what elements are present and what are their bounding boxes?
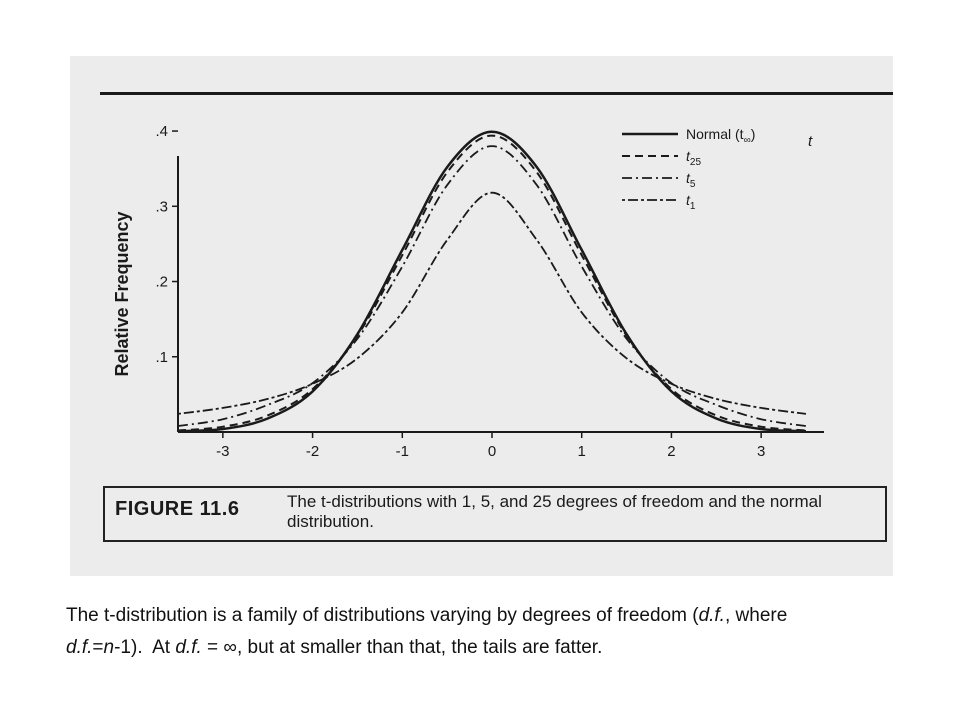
caption-part-3: = bbox=[92, 637, 104, 658]
x-tick-label: 3 bbox=[757, 443, 765, 460]
legend-label-main: t bbox=[686, 192, 691, 208]
top-rule bbox=[100, 92, 893, 95]
caption-part-1: The t-distribution is a family of distri… bbox=[66, 605, 699, 626]
legend-label-subscript: 1 bbox=[690, 201, 696, 212]
legend-label-normal: Normal (t∞) bbox=[686, 126, 755, 146]
caption-df-2: d.f. bbox=[66, 637, 93, 658]
legend-label-subscript: ∞ bbox=[744, 135, 751, 146]
textbook-scan: .1 .2 .3 .4 -3 -2 -1 0 1 2 3 t Relative Frequency Nor… bbox=[70, 56, 893, 576]
curve-normal bbox=[177, 130, 807, 433]
legend-label-main: Normal (t bbox=[686, 126, 744, 142]
legend-label-t25: t25 bbox=[686, 148, 701, 168]
caption-df-3: d.f. bbox=[175, 637, 202, 658]
x-tick-label: 2 bbox=[667, 443, 675, 460]
y-tick-label: .4 bbox=[155, 123, 168, 140]
curve-t1 bbox=[177, 191, 807, 415]
caption-part-2: , where bbox=[724, 605, 793, 626]
x-tick-label: -3 bbox=[216, 443, 229, 460]
legend-label-subscript: 5 bbox=[690, 179, 696, 190]
x-tick-label: 1 bbox=[578, 443, 586, 460]
y-tick-label: .2 bbox=[155, 274, 168, 291]
legend-label-t5: t5 bbox=[686, 170, 696, 190]
slide-caption: The t-distribution is a family of distri… bbox=[66, 600, 926, 664]
caption-part-5: = ∞, but at smaller than that, the tails… bbox=[201, 637, 603, 658]
legend-label-t1: t1 bbox=[686, 192, 696, 212]
y-tick-label: .1 bbox=[155, 349, 168, 366]
curve-t25 bbox=[177, 134, 807, 432]
figure-description: The t-distributions with 1, 5, and 25 de… bbox=[287, 492, 822, 531]
legend-label-main: t bbox=[686, 170, 691, 186]
y-tick-label: .3 bbox=[155, 198, 168, 215]
legend-label-subscript: 25 bbox=[690, 157, 702, 168]
caption-n: n bbox=[103, 637, 115, 658]
curve-t5 bbox=[177, 145, 807, 427]
x-tick-label: -2 bbox=[306, 443, 319, 460]
x-tick-label: 0 bbox=[488, 443, 496, 460]
y-axis-label: Relative Frequency bbox=[112, 211, 132, 376]
figure-label: FIGURE 11.6 bbox=[115, 498, 240, 520]
x-axis-label: t bbox=[808, 133, 813, 150]
caption-df-1: d.f. bbox=[698, 605, 725, 626]
figure-caption-box: FIGURE 11.6 The t-distributions with 1, … bbox=[103, 486, 887, 542]
legend-label-tail: ) bbox=[751, 126, 756, 142]
caption-part-4: -1). At bbox=[114, 637, 176, 658]
t-distribution-chart: .1 .2 .3 .4 -3 -2 -1 0 1 2 3 t Relative Frequency Nor… bbox=[112, 123, 824, 460]
legend-label-main: t bbox=[686, 148, 691, 164]
x-tick-label: -1 bbox=[396, 443, 409, 460]
